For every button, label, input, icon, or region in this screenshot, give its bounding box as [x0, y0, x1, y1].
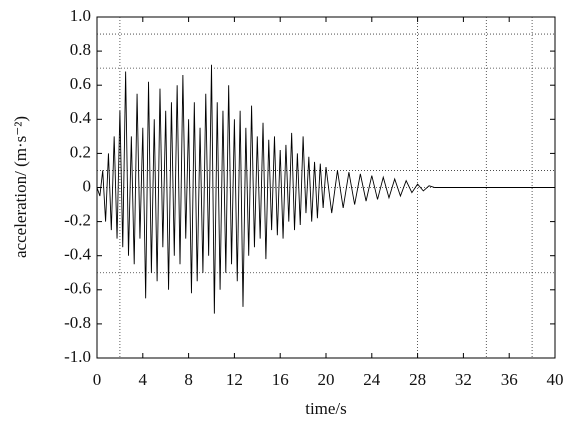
y-tick-label: 0.6	[70, 74, 91, 93]
y-tick-label: -0.2	[64, 211, 91, 230]
y-tick-label: -0.4	[64, 245, 91, 264]
y-tick-label: 0.8	[70, 40, 91, 59]
x-tick-label: 16	[272, 370, 289, 389]
y-tick-label: -0.8	[64, 313, 91, 332]
x-tick-label: 28	[409, 370, 426, 389]
x-tick-label: 4	[139, 370, 148, 389]
data-line	[96, 64, 555, 314]
y-tick-label: 1.0	[70, 6, 91, 25]
y-tick-label: -0.6	[64, 279, 91, 298]
x-tick-label: 8	[184, 370, 193, 389]
x-tick-label: 12	[226, 370, 243, 389]
y-axis-label: acceleration/ (m·s⁻²)	[11, 116, 30, 258]
y-tick-label: 0.2	[70, 142, 91, 161]
y-tick-label: 0.4	[70, 108, 92, 127]
x-tick-label: 36	[501, 370, 518, 389]
x-axis-label: time/s	[305, 399, 347, 418]
x-tick-label: 24	[363, 370, 381, 389]
x-tick-label: 40	[547, 370, 564, 389]
y-tick-label: -1.0	[64, 347, 91, 366]
x-tick-label: 20	[318, 370, 335, 389]
x-tick-label: 0	[93, 370, 102, 389]
x-tick-label: 32	[455, 370, 472, 389]
y-tick-label: 0	[83, 176, 92, 195]
